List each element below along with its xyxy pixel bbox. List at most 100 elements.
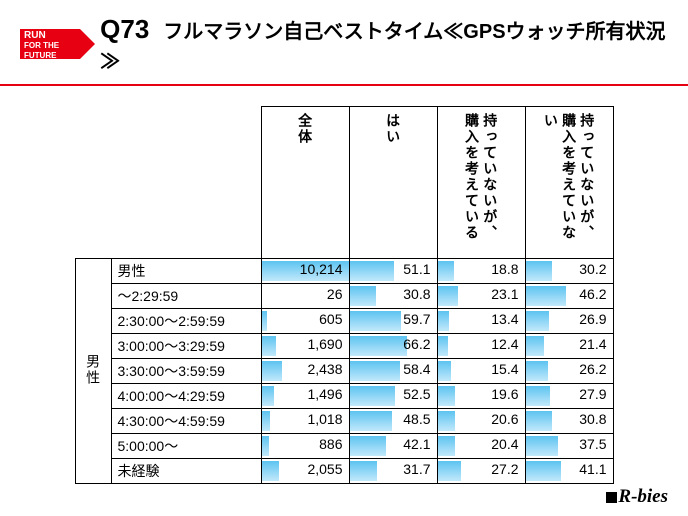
data-cell: 41.1 [525,459,613,484]
cell-value: 27.9 [579,386,606,402]
cell-value: 1,496 [307,386,342,402]
table-row: 5:00:00～88642.120.437.5 [75,434,613,459]
bar [438,461,462,481]
bar [438,436,456,456]
data-cell: 58.4 [349,359,437,384]
data-table: 全体 はい 持っていないが、購入を考えている 持っていないが、購入を考えていない… [75,106,614,484]
logo-line1: RUN [24,31,76,41]
data-cell: 30.2 [525,259,613,284]
data-cell: 1,496 [261,384,349,409]
data-cell: 30.8 [349,284,437,309]
logo-line3: FUTURE [24,51,76,61]
row-label: 未経験 [111,459,261,484]
bar [438,261,454,281]
col-header-1: はい [349,107,437,259]
bar [262,361,283,381]
data-cell: 59.7 [349,309,437,334]
col-header-3: 持っていないが、購入を考えていない [525,107,613,259]
cell-value: 10,214 [300,261,343,277]
table-row: 男性男性10,21451.118.830.2 [75,259,613,284]
cell-value: 13.4 [491,311,518,327]
footer-brand: R-bies [606,486,668,508]
cell-value: 605 [319,311,342,327]
cell-value: 886 [319,436,342,452]
data-cell: 10,214 [261,259,349,284]
cell-value: 26 [327,286,343,302]
cell-value: 23.1 [491,286,518,302]
cell-value: 26.2 [579,361,606,377]
row-label: 3:30:00～3:59:59 [111,359,261,384]
bar [262,311,267,331]
row-label: 4:30:00～4:59:59 [111,409,261,434]
bar [350,461,378,481]
table-row: 3:00:00～3:29:591,69066.212.421.4 [75,334,613,359]
run-logo: RUN FOR THE FUTURE [20,29,80,59]
data-cell: 37.5 [525,434,613,459]
data-cell: 605 [261,309,349,334]
table-row: 4:00:00～4:29:59 1,496 52.519.6 27.9 [75,384,613,409]
bar [350,261,394,281]
bar [526,286,566,306]
cell-value: 27.2 [491,461,518,477]
data-cell: 15.4 [437,359,525,384]
table-row: 2:30:00～2:59:5960559.713.426.9 [75,309,613,334]
table-row: ～2:29:59 26 30.8 23.1 46.2 [75,284,613,309]
bar [526,311,549,331]
corner-blank [75,107,261,259]
data-cell: 20.4 [437,434,525,459]
data-cell: 27.9 [525,384,613,409]
data-cell: 19.6 [437,384,525,409]
row-label: 2:30:00～2:59:59 [111,309,261,334]
cell-value: 15.4 [491,361,518,377]
cell-value: 66.2 [403,336,430,352]
cell-value: 51.1 [403,261,430,277]
cell-value: 37.5 [579,436,606,452]
data-cell: 52.5 [349,384,437,409]
table-row: 4:30:00～4:59:591,01848.520.630.8 [75,409,613,434]
page-title: Q73フルマラソン自己ベストタイム≪GPSウォッチ所有状況≫ [100,14,668,74]
title-text: フルマラソン自己ベストタイム≪GPSウォッチ所有状況≫ [100,21,665,73]
logo-line2: FOR THE [24,41,76,51]
table-row: 未経験 2,055 31.7 27.2 41.1 [75,459,613,484]
cell-value: 46.2 [579,286,606,302]
bar [526,261,552,281]
row-label: 5:00:00～ [111,434,261,459]
bar [438,336,449,356]
cell-value: 21.4 [579,336,606,352]
data-cell: 18.8 [437,259,525,284]
cell-value: 30.8 [579,411,606,427]
bar [438,311,450,331]
data-cell: 31.7 [349,459,437,484]
header: RUN FOR THE FUTURE Q73フルマラソン自己ベストタイム≪GPS… [0,0,688,84]
content-area: 全体 はい 持っていないが、購入を考えている 持っていないが、購入を考えていない… [0,86,688,484]
row-label: 男性 [111,259,261,284]
data-cell: 2,055 [261,459,349,484]
row-label: ～2:29:59 [111,284,261,309]
row-label: 3:00:00～3:29:59 [111,334,261,359]
bar [350,386,396,406]
bar [438,286,458,306]
data-cell: 886 [261,434,349,459]
data-cell: 51.1 [349,259,437,284]
bar [438,361,451,381]
bar [350,436,387,456]
data-cell: 46.2 [525,284,613,309]
data-cell: 20.6 [437,409,525,434]
data-cell: 30.8 [525,409,613,434]
question-number: Q73 [100,14,149,44]
bar [262,411,271,431]
data-cell: 48.5 [349,409,437,434]
cell-value: 20.6 [491,411,518,427]
data-cell: 13.4 [437,309,525,334]
data-cell: 27.2 [437,459,525,484]
bar [350,336,408,356]
cell-value: 41.1 [579,461,606,477]
row-label: 4:00:00～4:29:59 [111,384,261,409]
bar [526,436,559,456]
cell-value: 2,055 [307,461,342,477]
data-cell: 21.4 [525,334,613,359]
cell-value: 18.8 [491,261,518,277]
bar [526,386,550,406]
bar [438,386,455,406]
bar [350,411,392,431]
